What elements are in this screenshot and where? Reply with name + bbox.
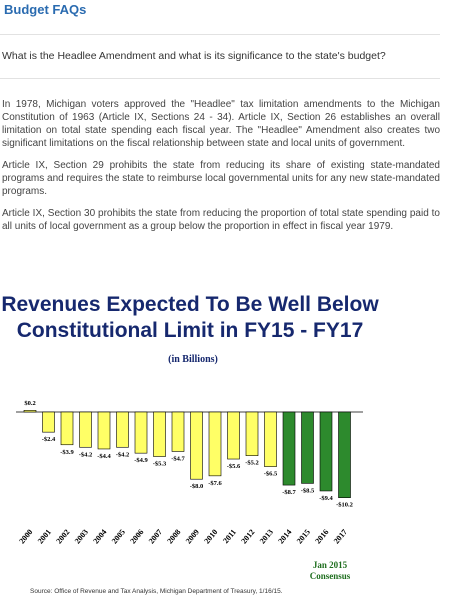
chart-subtitle: (in Billions) — [168, 354, 218, 365]
bar — [116, 411, 129, 448]
faq-title: Budget FAQs — [4, 2, 87, 17]
x-tick-label: 2016 — [313, 528, 330, 546]
consensus-line: Consensus — [309, 571, 351, 581]
data-label: -$4.4 — [97, 453, 111, 460]
bar — [245, 411, 259, 456]
bar-chart: $0.2 2000 -$2.4 2001 -$3.9 2002 -$4.2 2003 -$4.4… — [16, 400, 363, 546]
data-label: -$10.2 — [336, 502, 353, 509]
consensus-label: Jan 2015 Consensus — [300, 560, 360, 582]
data-label: -$5.3 — [153, 461, 167, 468]
data-label: -$8.0 — [190, 483, 204, 490]
bar — [208, 411, 222, 477]
data-label: -$3.9 — [60, 449, 74, 456]
x-tick-label: 2009 — [184, 528, 201, 546]
consensus-line: Jan 2015 — [312, 560, 348, 570]
x-tick-label: 2002 — [54, 528, 71, 546]
x-tick-label: 2017 — [332, 528, 349, 546]
answer-paragraph: In 1978, Michigan voters approved the "H… — [2, 99, 440, 149]
x-tick-label: 2013 — [258, 528, 275, 546]
bar — [134, 411, 148, 454]
bar — [23, 410, 37, 413]
faq-answer: In 1978, Michigan voters approved the "H… — [2, 98, 440, 242]
chart-title-line: Constitutional Limit in FY15 - FY17 — [16, 319, 364, 342]
data-label: -$5.6 — [227, 463, 241, 470]
bar — [60, 411, 74, 446]
data-label: -$4.2 — [116, 451, 130, 458]
bar — [97, 411, 111, 450]
bar — [190, 411, 203, 480]
bar — [42, 411, 55, 433]
x-tick-label: 2010 — [202, 528, 219, 546]
source-note: Source: Office of Revenue and Tax Analys… — [30, 588, 283, 595]
data-label: -$4.9 — [134, 457, 148, 464]
x-tick-label: 2001 — [36, 528, 53, 546]
data-label: $0.2 — [24, 400, 35, 407]
divider — [0, 78, 440, 79]
x-tick-label: 2014 — [276, 528, 293, 546]
bar — [338, 411, 351, 498]
data-label: -$2.4 — [42, 436, 56, 443]
bar — [319, 411, 333, 492]
answer-paragraph: Article IX, Section 30 prohibits the sta… — [2, 208, 440, 232]
x-tick-label: 2000 — [17, 528, 34, 546]
data-label: -$8.5 — [301, 487, 315, 494]
x-tick-label: 2008 — [165, 528, 182, 546]
bar — [301, 411, 314, 484]
answer-paragraph: Article IX, Section 29 prohibits the sta… — [2, 160, 440, 197]
x-tick-label: 2005 — [110, 528, 127, 546]
chart-title: Revenues Expected To Be Well Below Const… — [0, 292, 380, 344]
x-tick-label: 2015 — [295, 528, 312, 546]
x-tick-label: 2011 — [221, 528, 238, 546]
bar — [264, 411, 277, 467]
bar — [79, 411, 92, 448]
data-label: -$6.5 — [264, 471, 278, 478]
x-tick-label: 2006 — [128, 528, 145, 546]
faq-question[interactable]: What is the Headlee Amendment and what i… — [2, 50, 386, 62]
data-label: -$4.2 — [79, 451, 93, 458]
bar — [171, 411, 185, 452]
x-tick-label: 2003 — [73, 528, 90, 546]
x-tick-label: 2004 — [91, 528, 108, 546]
data-label: -$7.6 — [208, 480, 222, 487]
data-label: -$4.7 — [171, 455, 185, 462]
bar — [282, 411, 296, 486]
data-label: -$5.2 — [245, 460, 259, 467]
bar — [153, 411, 166, 457]
x-tick-label: 2012 — [239, 528, 256, 546]
chart-title-line: Revenues Expected To Be Well Below — [1, 293, 379, 316]
x-tick-label: 2007 — [147, 528, 164, 546]
divider — [0, 34, 440, 35]
data-label: -$9.4 — [319, 495, 333, 502]
data-label: -$8.7 — [282, 489, 296, 496]
bar — [227, 411, 240, 460]
